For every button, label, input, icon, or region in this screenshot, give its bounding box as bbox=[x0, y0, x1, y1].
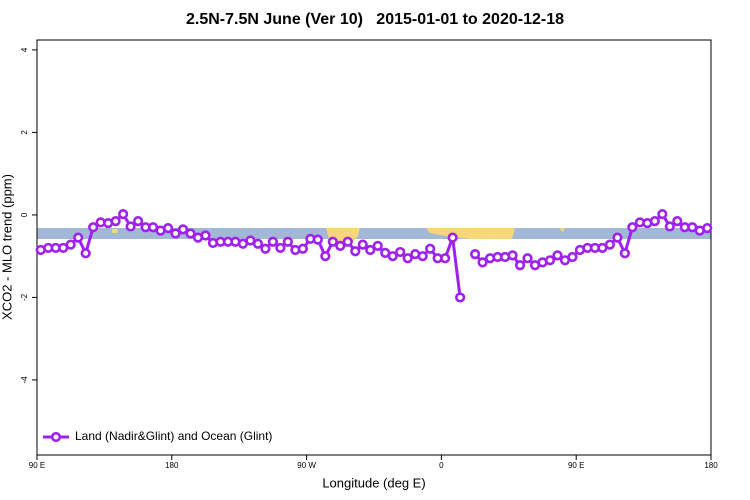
point bbox=[417, 251, 428, 262]
point bbox=[335, 240, 346, 251]
point bbox=[162, 223, 174, 234]
x-tick-label: 90 E bbox=[29, 461, 45, 470]
point bbox=[80, 248, 91, 259]
y-tick-label: 4 bbox=[20, 47, 29, 52]
point bbox=[320, 251, 331, 262]
y-axis-title: XCO2 - MLO trend (ppm) bbox=[0, 174, 14, 320]
legend-label: Land (Nadir&Glint) and Ocean (Glint) bbox=[75, 429, 272, 443]
point bbox=[260, 243, 271, 254]
point bbox=[65, 239, 76, 250]
point bbox=[612, 232, 623, 243]
point bbox=[185, 228, 196, 239]
x-tick-label: 90 E bbox=[568, 461, 584, 470]
y-tick-label: 0 bbox=[20, 212, 29, 217]
point bbox=[365, 244, 376, 256]
point bbox=[604, 239, 616, 250]
point bbox=[395, 246, 406, 258]
point bbox=[672, 215, 683, 227]
point bbox=[200, 230, 211, 241]
land-patch bbox=[112, 229, 118, 233]
point bbox=[372, 240, 383, 251]
point bbox=[177, 224, 189, 235]
point bbox=[702, 223, 713, 234]
point bbox=[357, 239, 368, 250]
point bbox=[447, 232, 458, 243]
point bbox=[327, 236, 338, 247]
point bbox=[649, 215, 660, 227]
point bbox=[470, 249, 481, 260]
y-tick-label: 2 bbox=[20, 130, 29, 135]
legend-marker bbox=[50, 431, 62, 443]
point bbox=[425, 243, 436, 254]
y-tick-label: -2 bbox=[20, 293, 29, 301]
point bbox=[664, 221, 675, 232]
point bbox=[552, 250, 563, 261]
point bbox=[342, 236, 353, 247]
point bbox=[387, 251, 398, 262]
point bbox=[567, 251, 578, 263]
point bbox=[619, 248, 630, 259]
land-patch bbox=[559, 228, 565, 232]
point bbox=[657, 208, 668, 220]
point bbox=[350, 246, 361, 257]
x-axis-title: Longitude (deg E) bbox=[322, 475, 425, 490]
point bbox=[312, 234, 323, 245]
point bbox=[73, 232, 84, 243]
ocean-strip bbox=[37, 228, 711, 239]
point bbox=[170, 228, 181, 239]
point bbox=[544, 255, 556, 266]
x-tick-label: 180 bbox=[704, 461, 718, 470]
map-strip bbox=[37, 228, 711, 250]
chart-title: 2.5N-7.5N June (Ver 10) 2015-01-01 to 20… bbox=[186, 11, 564, 28]
point bbox=[522, 253, 533, 264]
point bbox=[275, 242, 286, 254]
point bbox=[297, 243, 308, 254]
point bbox=[252, 238, 264, 249]
point bbox=[514, 260, 526, 271]
point bbox=[282, 236, 293, 247]
point bbox=[133, 215, 144, 227]
x-tick-label: 180 bbox=[165, 461, 179, 470]
point bbox=[627, 222, 638, 233]
point bbox=[110, 215, 121, 227]
point bbox=[125, 221, 136, 232]
point bbox=[507, 250, 518, 261]
point bbox=[402, 253, 413, 264]
point bbox=[477, 257, 488, 268]
point bbox=[455, 292, 466, 303]
y-tick-label: -4 bbox=[20, 376, 29, 384]
point bbox=[267, 236, 279, 247]
x-tick-label: 0 bbox=[439, 461, 444, 470]
point bbox=[440, 253, 451, 264]
point bbox=[118, 208, 129, 220]
x-tick-label: 90 W bbox=[297, 461, 316, 470]
point bbox=[88, 222, 99, 233]
